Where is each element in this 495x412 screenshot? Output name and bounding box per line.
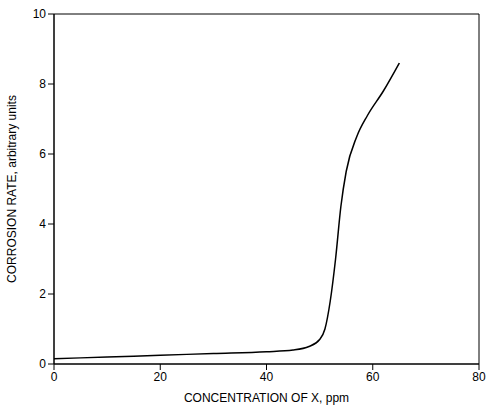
svg-text:60: 60 [366, 370, 380, 384]
svg-text:0: 0 [39, 357, 46, 371]
svg-text:20: 20 [154, 370, 168, 384]
svg-text:CONCENTRATION OF X, ppm: CONCENTRATION OF X, ppm [184, 391, 349, 405]
svg-text:4: 4 [39, 217, 46, 231]
svg-text:10: 10 [33, 7, 47, 21]
svg-text:8: 8 [39, 77, 46, 91]
svg-text:80: 80 [472, 370, 486, 384]
svg-text:CORROSION RATE, arbitrary unit: CORROSION RATE, arbitrary units [5, 95, 19, 283]
svg-text:0: 0 [51, 370, 58, 384]
svg-text:6: 6 [39, 147, 46, 161]
svg-text:2: 2 [39, 287, 46, 301]
svg-text:40: 40 [260, 370, 274, 384]
